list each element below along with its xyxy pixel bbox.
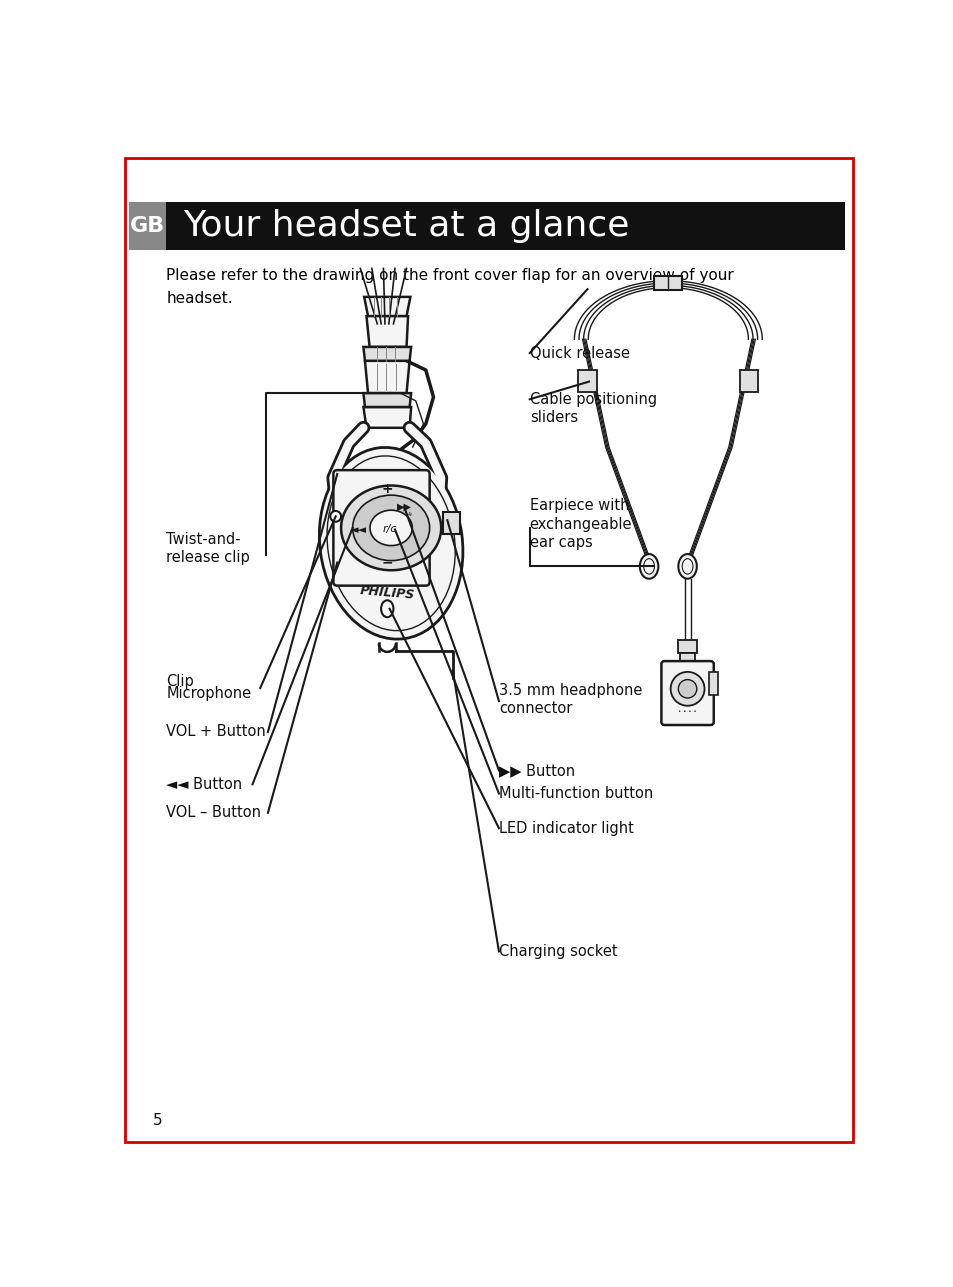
Text: ▶▶: ▶▶ [396, 502, 412, 512]
FancyBboxPatch shape [333, 470, 429, 586]
Text: +: + [381, 483, 393, 497]
Bar [679, 654, 695, 664]
Polygon shape [363, 407, 411, 427]
Text: ◄◄: ◄◄ [350, 525, 367, 535]
Text: Earpiece with
exchangeable
ear caps: Earpiece with exchangeable ear caps [529, 498, 632, 550]
Text: −: − [381, 556, 393, 570]
Text: PHILIPS: PHILIPS [359, 584, 415, 602]
Polygon shape [363, 393, 411, 407]
Ellipse shape [678, 555, 696, 579]
Bar [740, 371, 758, 391]
Circle shape [330, 511, 341, 521]
Text: GB: GB [130, 216, 165, 236]
Text: »: » [403, 510, 412, 520]
Text: Microphone: Microphone [166, 686, 252, 701]
Circle shape [670, 672, 703, 705]
Text: Quick release: Quick release [529, 346, 629, 360]
Bar [578, 371, 596, 391]
Ellipse shape [639, 555, 658, 579]
Text: VOL – Button: VOL – Button [166, 806, 261, 820]
Text: 3.5 mm headphone
connector: 3.5 mm headphone connector [498, 683, 641, 717]
Ellipse shape [381, 600, 393, 618]
Bar [130, 202, 166, 250]
Text: Your headset at a glance: Your headset at a glance [183, 208, 629, 243]
Text: Charging socket: Charging socket [498, 943, 617, 959]
Bar [654, 277, 681, 290]
Circle shape [678, 680, 696, 698]
Polygon shape [366, 317, 408, 347]
Text: VOL + Button: VOL + Button [166, 725, 266, 740]
Text: r/c: r/c [382, 524, 396, 534]
Ellipse shape [319, 448, 462, 640]
Text: Cable positioning
sliders: Cable positioning sliders [529, 391, 657, 425]
Text: Please refer to the drawing on the front cover flap for an overview of your
head: Please refer to the drawing on the front… [166, 269, 733, 305]
Bar [166, 202, 844, 250]
Text: LED indicator light: LED indicator light [498, 821, 633, 835]
Bar [678, 640, 696, 654]
Text: ◄◄ Button: ◄◄ Button [166, 777, 242, 792]
Ellipse shape [370, 510, 412, 546]
Polygon shape [363, 347, 411, 360]
Polygon shape [364, 297, 410, 317]
Text: Clip: Clip [166, 674, 193, 690]
Text: Twist-and-
release clip: Twist-and- release clip [166, 532, 250, 565]
Text: Multi-function button: Multi-function button [498, 786, 653, 801]
Polygon shape [365, 360, 409, 393]
Text: 5: 5 [152, 1113, 162, 1129]
FancyBboxPatch shape [660, 662, 713, 725]
Bar [708, 672, 718, 695]
Text: • • • •: • • • • [678, 709, 697, 714]
Bar [443, 512, 460, 534]
Ellipse shape [341, 485, 440, 570]
Ellipse shape [353, 495, 429, 561]
Text: ▶▶ Button: ▶▶ Button [498, 763, 575, 777]
